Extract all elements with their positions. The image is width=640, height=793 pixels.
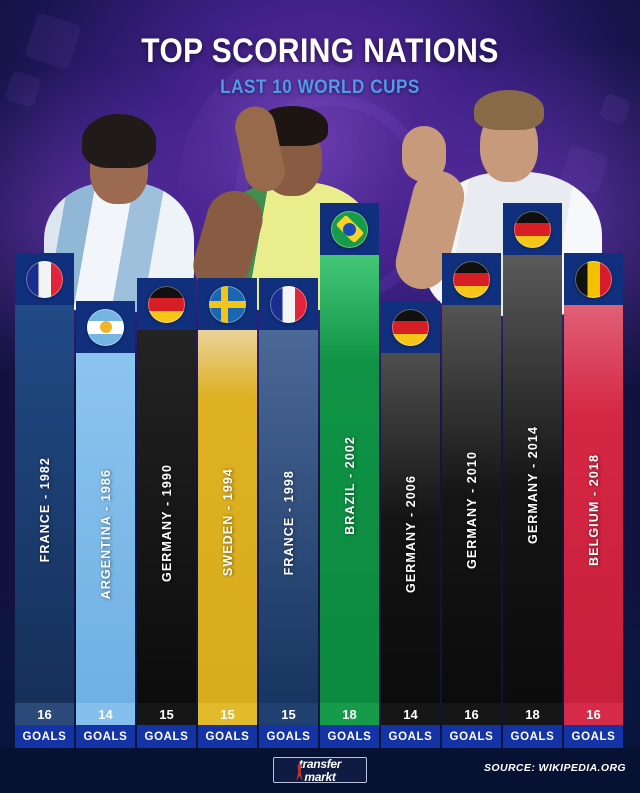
bar-body: GERMANY - 2006 — [381, 353, 440, 703]
flag-box — [137, 278, 196, 330]
bar-value: 16 — [564, 703, 623, 725]
logo-line-2: markt — [304, 769, 336, 784]
bar-unit: GOALS — [381, 725, 440, 748]
argentina-flag-icon — [87, 308, 124, 346]
flag-box — [198, 278, 257, 330]
bar-unit: GOALS — [259, 725, 318, 748]
bar-value-text: 14 — [403, 706, 418, 722]
page-title: TOP SCORING NATIONS — [141, 32, 499, 70]
brazil-flag-icon — [331, 210, 368, 248]
bar-label: FRANCE - 1998 — [281, 469, 296, 576]
bar-value: 14 — [381, 703, 440, 725]
transfermarkt-logo[interactable]: transfer markt — [273, 757, 367, 783]
france-flag-icon — [270, 285, 307, 323]
bar-unit: GOALS — [320, 725, 379, 748]
bar-value: 15 — [137, 703, 196, 725]
flag-box — [15, 253, 74, 305]
bar-unit: GOALS — [76, 725, 135, 748]
germany-flag-icon — [392, 308, 429, 346]
bar-body: ARGENTINA - 1986 — [76, 353, 135, 703]
bar-label: FRANCE - 1982 — [37, 457, 52, 563]
bar-column[interactable]: FRANCE - 1982 16 GOALS — [15, 253, 74, 748]
bar-column[interactable]: GERMANY - 2006 14 GOALS — [381, 301, 440, 748]
bar-column[interactable]: GERMANY - 1990 15 GOALS — [137, 278, 196, 748]
bar-value: 18 — [503, 703, 562, 725]
bar-value: 14 — [76, 703, 135, 725]
bar-label: GERMANY - 1990 — [159, 463, 174, 582]
player-hair — [474, 90, 544, 130]
bar-value-text: 15 — [220, 706, 235, 722]
bar-body: GERMANY - 2014 — [503, 255, 562, 703]
page-subtitle: LAST 10 WORLD CUPS — [220, 77, 420, 98]
bar-value: 16 — [15, 703, 74, 725]
bar-value-text: 16 — [586, 706, 601, 722]
bar-unit: GOALS — [442, 725, 501, 748]
bar-column[interactable]: GERMANY - 2010 16 GOALS — [442, 253, 501, 748]
sweden-flag-icon — [209, 285, 246, 323]
source-credit: SOURCE: WIKIPEDIA.ORG — [484, 762, 626, 774]
bar-column[interactable]: FRANCE - 1998 15 GOALS — [259, 278, 318, 748]
bar-value-text: 16 — [37, 706, 52, 722]
bar-column[interactable]: BRAZIL - 2002 18 GOALS — [320, 203, 379, 748]
bar-label: ARGENTINA - 1986 — [98, 468, 113, 600]
bar-column[interactable]: GERMANY - 2014 18 GOALS — [503, 203, 562, 748]
bar-label: GERMANY - 2006 — [403, 475, 418, 593]
bar-body: FRANCE - 1982 — [15, 305, 74, 703]
bar-chart: FRANCE - 1982 16 GOALS ARGENTINA - 1986 … — [15, 0, 627, 793]
player-hair — [82, 114, 156, 168]
flag-box — [503, 203, 562, 255]
flag-box — [259, 278, 318, 330]
bar-label: BRAZIL - 2002 — [342, 435, 357, 535]
bar-value-text: 15 — [281, 706, 296, 722]
bar-unit: GOALS — [15, 725, 74, 748]
bar-column[interactable]: ARGENTINA - 1986 14 GOALS — [76, 301, 135, 748]
bar-label: GERMANY - 2014 — [525, 426, 540, 544]
flag-box — [381, 301, 440, 353]
transfermarkt-mark-icon — [296, 762, 303, 781]
bar-unit: GOALS — [564, 725, 623, 748]
bar-label: SWEDEN - 1994 — [220, 468, 235, 577]
bar-body: FRANCE - 1998 — [259, 330, 318, 703]
flag-box — [320, 203, 379, 255]
bar-value: 18 — [320, 703, 379, 725]
bar-value-text: 18 — [342, 706, 357, 722]
bar-body: BELGIUM - 2018 — [564, 305, 623, 703]
bar-value-text: 18 — [525, 706, 540, 722]
logo-line-1: transfer — [298, 756, 342, 771]
bar-label: GERMANY - 2010 — [464, 451, 479, 569]
bar-body: GERMANY - 2010 — [442, 305, 501, 703]
bar-body: GERMANY - 1990 — [137, 330, 196, 703]
bar-value-text: 15 — [159, 706, 174, 722]
bar-value: 15 — [198, 703, 257, 725]
bar-value: 16 — [442, 703, 501, 725]
bar-unit: GOALS — [198, 725, 257, 748]
bar-value-text: 14 — [98, 706, 113, 722]
bar-label: BELGIUM - 2018 — [586, 454, 601, 566]
flag-box — [564, 253, 623, 305]
germany-flag-icon — [514, 210, 551, 248]
bar-body: SWEDEN - 1994 — [198, 330, 257, 703]
flag-box — [76, 301, 135, 353]
player-fist — [402, 126, 446, 182]
bar-value: 15 — [259, 703, 318, 725]
belgium-flag-icon — [575, 260, 612, 298]
bar-unit: GOALS — [503, 725, 562, 748]
footer: transfer markt SOURCE: WIKIPEDIA.ORG — [0, 748, 640, 793]
header: TOP SCORING NATIONS LAST 10 WORLD CUPS — [0, 34, 640, 99]
france-flag-icon — [26, 260, 63, 298]
germany-flag-icon — [148, 285, 185, 323]
flag-box — [442, 253, 501, 305]
bar-column[interactable]: BELGIUM - 2018 16 GOALS — [564, 253, 623, 748]
bar-column[interactable]: SWEDEN - 1994 15 GOALS — [198, 278, 257, 748]
bar-value-text: 16 — [464, 706, 479, 722]
germany-flag-icon — [453, 260, 490, 298]
bar-unit: GOALS — [137, 725, 196, 748]
bar-body: BRAZIL - 2002 — [320, 255, 379, 703]
